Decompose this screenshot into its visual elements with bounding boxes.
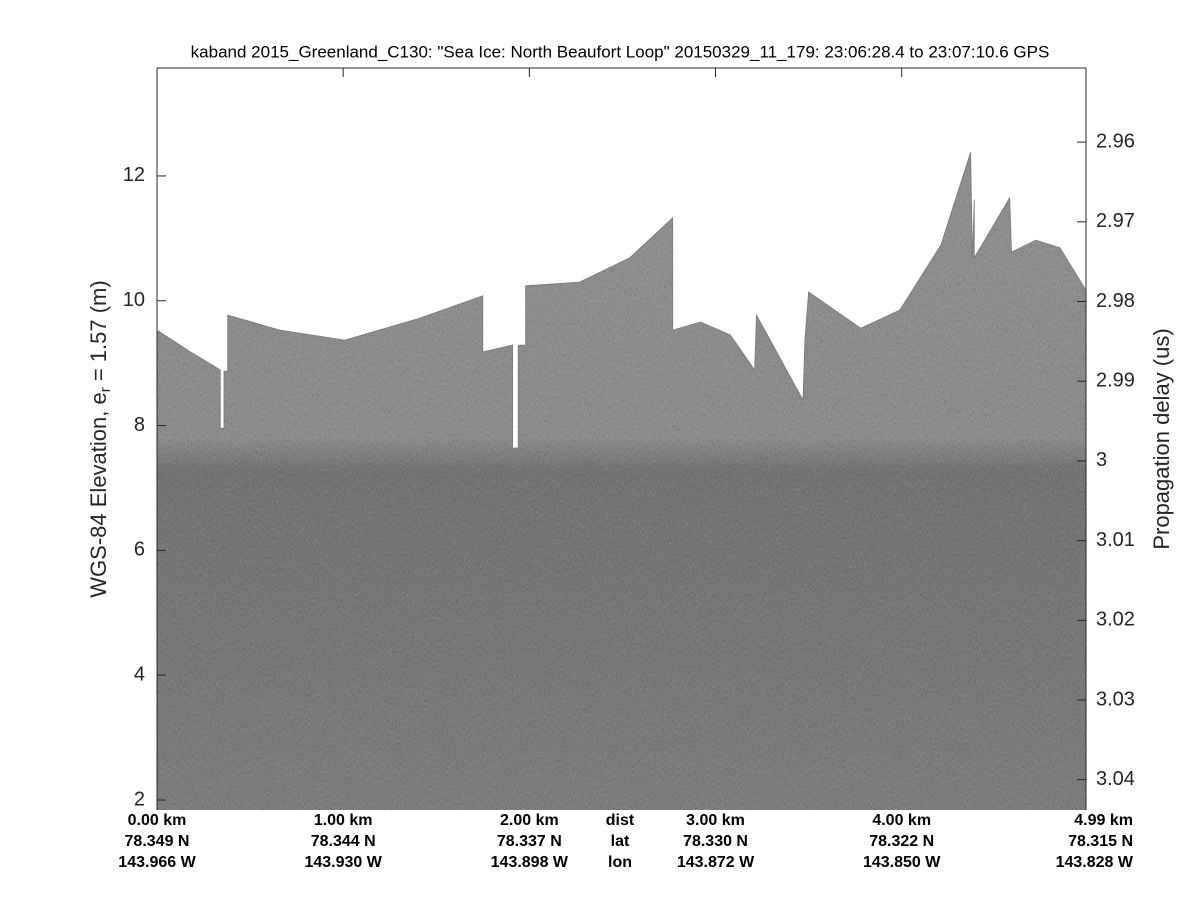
y2-tick-label: 2.98 (1096, 290, 1135, 312)
y-tick-label: 12 (123, 164, 145, 186)
y2-tick-label: 3.04 (1096, 768, 1135, 790)
y2-tick-label: 3.01 (1096, 529, 1135, 551)
lat-label: 78.349 N (125, 833, 190, 850)
y2-tick-label: 3 (1096, 449, 1107, 471)
lat-label: 78.337 N (497, 833, 562, 850)
lon-label: 143.930 W (304, 854, 382, 871)
lat-label: 78.330 N (683, 833, 748, 850)
lon-label: 143.872 W (677, 854, 755, 871)
lon-label: 143.966 W (118, 854, 196, 871)
y2-axis-label: Propagation delay (us) (1149, 328, 1174, 549)
echogram-image (157, 152, 1086, 810)
row-label: lat (611, 833, 630, 850)
lon-label: 143.850 W (863, 854, 941, 871)
x-tick-label: 0.00 km (128, 812, 187, 829)
lat-label: 78.344 N (311, 833, 376, 850)
lon-label: 143.898 W (491, 854, 569, 871)
x-tick-label: 4.00 km (872, 812, 931, 829)
x-tick-label: 3.00 km (686, 812, 745, 829)
lat-label: 78.315 N (1068, 833, 1133, 850)
y2-tick-label: 2.99 (1096, 369, 1135, 391)
y-label-sub: r (97, 387, 114, 392)
x-tick-label: 2.00 km (500, 812, 559, 829)
y2-tick-label: 2.96 (1096, 130, 1135, 152)
x-tick-label: 4.99 km (1074, 812, 1133, 829)
y2-tick-label: 3.02 (1096, 609, 1135, 631)
y-axis-label: WGS-84 Elevation, er = 1.57 (m) (86, 280, 114, 597)
y-label-main: WGS-84 Elevation, e (86, 392, 111, 597)
row-label: dist (606, 812, 635, 829)
y-label-rest: = 1.57 (m) (86, 280, 111, 387)
y-tick-label: 4 (134, 663, 145, 685)
surface-line (156, 152, 1087, 449)
y2-tick-label: 2.97 (1096, 210, 1135, 232)
row-label: lon (608, 854, 632, 871)
y-tick-label: 6 (134, 539, 145, 561)
lat-label: 78.322 N (869, 833, 934, 850)
lon-label: 143.828 W (1056, 854, 1134, 871)
y-tick-label: 8 (134, 414, 145, 436)
y2-tick-label: 3.03 (1096, 688, 1135, 710)
y-tick-label: 10 (123, 289, 145, 311)
axes-box (156, 67, 1087, 810)
x-tick-label: 1.00 km (314, 812, 373, 829)
chart-title: kaband 2015_Greenland_C130: "Sea Ice: No… (191, 42, 1050, 61)
y-tick-label: 2 (134, 788, 145, 810)
